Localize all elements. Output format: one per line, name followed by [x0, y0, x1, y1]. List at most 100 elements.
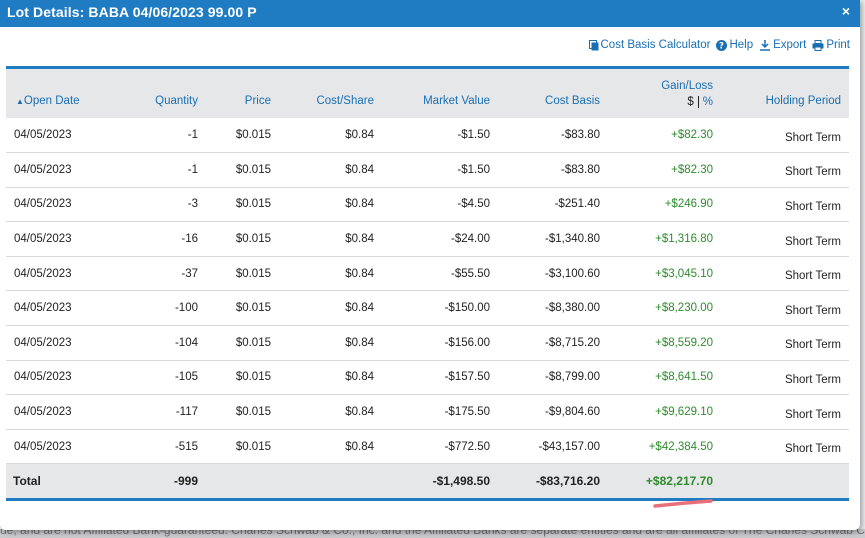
cell-gain-loss: +$82.30 — [671, 163, 713, 176]
table-row: 04/05/2023 -515 $0.015 $0.84 -$772.50 -$43,15… — [6, 429, 849, 464]
total-quantity: -999 — [173, 474, 198, 489]
cell-market-value: -$150.00 — [444, 302, 490, 315]
total-market-value: -$1,498.50 — [432, 474, 490, 489]
cell-cost-share: $0.84 — [345, 406, 374, 419]
dialog-title: Lot Details: BABA 04/06/2023 99.00 P — [7, 4, 257, 20]
cell-cost-basis: -$1,340.80 — [545, 233, 600, 246]
cost-basis-calculator-link[interactable]: Cost Basis Calculator — [588, 39, 711, 51]
cell-gain-loss: +$3,045.10 — [655, 267, 713, 280]
cell-holding-period: Short Term — [784, 339, 841, 352]
cell-quantity: -16 — [181, 233, 198, 246]
cell-price: $0.015 — [235, 406, 271, 419]
cell-cost-basis: -$83.80 — [560, 129, 600, 142]
cell-cost-basis: -$8,380.00 — [545, 302, 600, 315]
cell-cost-basis: -$9,804.60 — [545, 406, 600, 419]
cell-gain-loss: +$1,316.80 — [655, 233, 713, 246]
cell-market-value: -$55.50 — [450, 267, 490, 280]
cell-cost-basis: -$83.80 — [560, 163, 600, 176]
cell-cost-share: $0.84 — [345, 129, 374, 142]
export-link[interactable]: Export — [759, 39, 806, 51]
cell-gain-loss: +$8,230.00 — [655, 302, 713, 315]
cell-market-value: -$4.50 — [457, 198, 490, 211]
total-holding-empty — [713, 464, 849, 498]
cell-cost-share: $0.84 — [345, 336, 374, 349]
cell-gain-loss: +$8,641.50 — [655, 371, 713, 384]
table-row: 04/05/2023 -100 $0.015 $0.84 -$150.00 -$8,380… — [6, 290, 849, 326]
cell-cost-basis: -$8,799.00 — [545, 371, 600, 384]
col-header-price[interactable]: Price — [244, 95, 271, 107]
cell-price: $0.015 — [235, 233, 271, 246]
cell-cost-share: $0.84 — [345, 198, 374, 211]
export-label: Export — [773, 39, 807, 51]
sort-asc-icon: ▲ — [16, 97, 24, 106]
background-disclaimer: ue, and are not Affiliated Bank-guarante… — [0, 529, 865, 537]
cell-holding-period: Short Term — [784, 200, 841, 213]
print-link[interactable]: Print — [812, 39, 850, 51]
cost-basis-calculator-label: Cost Basis Calculator — [600, 39, 711, 51]
cell-quantity: -37 — [181, 267, 198, 280]
cell-holding-period: Short Term — [784, 166, 841, 179]
col-header-open-date[interactable]: ▲Open Date — [6, 69, 96, 118]
cell-cost-share: $0.84 — [345, 371, 374, 384]
cell-open-date: 04/05/2023 — [14, 440, 72, 453]
table-total-row: Total -999 -$1,498.50 -$83,716.20 +$82,2… — [6, 463, 849, 498]
table-row: 04/05/2023 -1 $0.015 $0.84 -$1.50 -$83.80 +$82… — [6, 118, 849, 153]
gain-loss-label[interactable]: Gain/Loss — [661, 79, 713, 92]
cell-price: $0.015 — [235, 129, 271, 142]
col-header-cost-share[interactable]: Cost/Share — [316, 95, 374, 107]
cell-holding-period: Short Term — [784, 443, 841, 456]
annotation-underline — [653, 499, 713, 508]
cell-price: $0.015 — [235, 440, 271, 453]
table-header-row: ▲Open Date Quantity Price Cost/Share Mar… — [6, 69, 849, 118]
cell-open-date: 04/05/2023 — [14, 163, 72, 176]
help-link[interactable]: ? Help — [716, 39, 753, 51]
table-row: 04/05/2023 -3 $0.015 $0.84 -$4.50 -$251.40 +$2… — [6, 187, 849, 222]
total-cost-share-empty — [271, 464, 374, 498]
cell-holding-period: Short Term — [784, 131, 841, 144]
cell-cost-share: $0.84 — [345, 233, 374, 246]
cell-price: $0.015 — [235, 302, 271, 315]
col-header-market-value[interactable]: Market Value — [423, 95, 490, 107]
col-header-quantity[interactable]: Quantity — [155, 95, 198, 107]
table-bottom-rule — [6, 497, 849, 501]
cell-market-value: -$1.50 — [457, 163, 490, 176]
cell-gain-loss: +$8,559.20 — [655, 336, 713, 349]
cell-quantity: -1 — [187, 163, 198, 176]
cell-open-date: 04/05/2023 — [14, 129, 72, 142]
calculator-icon — [588, 39, 598, 50]
cell-price: $0.015 — [235, 336, 271, 349]
lot-details-dialog: Lot Details: BABA 04/06/2023 99.00 P × C… — [0, 0, 860, 530]
cell-open-date: 04/05/2023 — [14, 371, 72, 384]
cell-gain-loss: +$42,384.50 — [648, 440, 713, 453]
cell-open-date: 04/05/2023 — [14, 336, 72, 349]
col-header-holding-period[interactable]: Holding Period — [765, 95, 841, 107]
cell-open-date: 04/05/2023 — [14, 302, 72, 315]
lot-details-table: ▲Open Date Quantity Price Cost/Share Mar… — [6, 69, 849, 498]
cell-quantity: -1 — [187, 129, 198, 142]
gain-pct-toggle[interactable]: % — [702, 96, 713, 108]
lot-details-table-wrap: ▲Open Date Quantity Price Cost/Share Mar… — [6, 66, 849, 501]
cell-price: $0.015 — [235, 267, 271, 280]
table-row: 04/05/2023 -117 $0.015 $0.84 -$175.50 -$9,804… — [6, 394, 849, 430]
cell-quantity: -104 — [174, 336, 198, 349]
total-cost-basis: -$83,716.20 — [535, 474, 600, 489]
cell-gain-loss: +$9,629.10 — [655, 406, 713, 419]
cell-market-value: -$156.00 — [444, 336, 490, 349]
cell-holding-period: Short Term — [784, 373, 841, 386]
cell-market-value: -$24.00 — [450, 233, 490, 246]
gain-toggle-separator — [697, 95, 699, 108]
print-label: Print — [826, 39, 850, 51]
cell-cost-basis: -$3,100.60 — [545, 267, 600, 280]
cell-market-value: -$175.50 — [444, 406, 490, 419]
table-row: 04/05/2023 -105 $0.015 $0.84 -$157.50 -$8,799… — [6, 360, 849, 395]
cell-market-value: -$772.50 — [444, 440, 490, 453]
col-header-cost-basis[interactable]: Cost Basis — [545, 95, 600, 107]
print-icon — [812, 39, 824, 51]
col-header-open-date-label: Open Date — [23, 95, 80, 107]
cell-quantity: -3 — [187, 198, 198, 211]
close-icon[interactable]: × — [841, 3, 850, 19]
gain-loss-toggle: $% — [687, 95, 713, 108]
cell-cost-basis: -$8,715.20 — [545, 336, 600, 349]
gain-dollar-toggle[interactable]: $ — [687, 96, 694, 108]
cell-cost-share: $0.84 — [345, 267, 374, 280]
